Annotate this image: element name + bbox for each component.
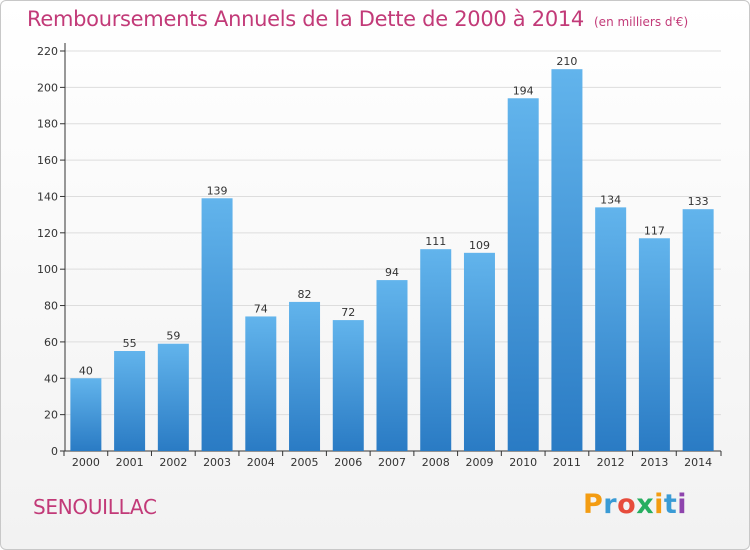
- bar-value-label: 82: [298, 288, 312, 301]
- y-tick-label: 100: [37, 263, 58, 276]
- bar-value-label: 139: [207, 184, 228, 197]
- bar-value-label: 134: [600, 193, 621, 206]
- bar: [682, 209, 714, 451]
- bar: [289, 301, 321, 451]
- proxiti-logo: Proxiti: [583, 489, 687, 520]
- bar: [114, 351, 146, 451]
- bar-value-label: 109: [469, 239, 490, 252]
- x-tick-label: 2008: [422, 456, 450, 469]
- bar-value-label: 111: [425, 235, 446, 248]
- bar-value-label: 194: [513, 84, 534, 97]
- x-tick-label: 2001: [116, 456, 144, 469]
- bar-value-label: 72: [341, 306, 355, 319]
- y-tick-label: 160: [37, 154, 58, 167]
- y-tick-label: 0: [51, 445, 58, 458]
- x-tick-label: 2009: [465, 456, 493, 469]
- bar: [507, 98, 539, 451]
- bar-value-label: 94: [385, 266, 399, 279]
- bar: [463, 252, 495, 451]
- x-tick-label: 2006: [334, 456, 362, 469]
- bar: [595, 207, 627, 451]
- bar: [638, 238, 670, 451]
- x-tick-label: 2004: [247, 456, 275, 469]
- y-tick-label: 120: [37, 227, 58, 240]
- chart-subtitle: (en milliers d'€): [594, 15, 689, 29]
- bar: [332, 320, 364, 451]
- y-tick-label: 180: [37, 118, 58, 131]
- logo-letter: i: [677, 489, 688, 520]
- bar: [551, 69, 583, 451]
- bar-value-label: 210: [556, 55, 577, 68]
- bar: [201, 198, 233, 451]
- y-tick-label: 220: [37, 45, 58, 58]
- chart-title-text: Remboursements Annuels de la Dette de 20…: [27, 7, 584, 31]
- x-tick-label: 2002: [159, 456, 187, 469]
- x-tick-label: 2007: [378, 456, 406, 469]
- x-tick-label: 2011: [553, 456, 581, 469]
- bar-value-label: 74: [254, 302, 268, 315]
- bar-value-label: 55: [123, 337, 137, 350]
- x-tick-label: 2000: [72, 456, 100, 469]
- bar: [376, 280, 408, 451]
- bar-value-label: 133: [688, 195, 709, 208]
- y-tick-label: 40: [44, 372, 58, 385]
- y-tick-label: 20: [44, 409, 58, 422]
- x-tick-label: 2010: [509, 456, 537, 469]
- x-tick-label: 2012: [597, 456, 625, 469]
- x-tick-label: 2003: [203, 456, 231, 469]
- logo-letter: x: [636, 489, 655, 520]
- x-tick-label: 2005: [291, 456, 319, 469]
- commune-name: SENOUILLAC: [33, 495, 157, 519]
- bar-value-label: 117: [644, 224, 665, 237]
- x-tick-label: 2013: [640, 456, 668, 469]
- logo-letter: P: [583, 489, 604, 520]
- bar: [70, 378, 102, 451]
- y-tick-label: 200: [37, 81, 58, 94]
- bar: [157, 343, 189, 451]
- y-tick-label: 140: [37, 190, 58, 203]
- x-tick-label: 2014: [684, 456, 712, 469]
- logo-letter: r: [603, 489, 618, 520]
- bar-value-label: 40: [79, 364, 93, 377]
- bar: [245, 316, 277, 451]
- bar-value-label: 59: [166, 330, 180, 343]
- logo-letter: i: [654, 489, 664, 520]
- chart-title: Remboursements Annuels de la Dette de 20…: [27, 7, 688, 31]
- logo-letter: o: [617, 489, 637, 520]
- y-tick-label: 80: [44, 300, 58, 313]
- y-tick-label: 60: [44, 336, 58, 349]
- bar: [420, 249, 452, 451]
- logo-letter: t: [663, 489, 678, 520]
